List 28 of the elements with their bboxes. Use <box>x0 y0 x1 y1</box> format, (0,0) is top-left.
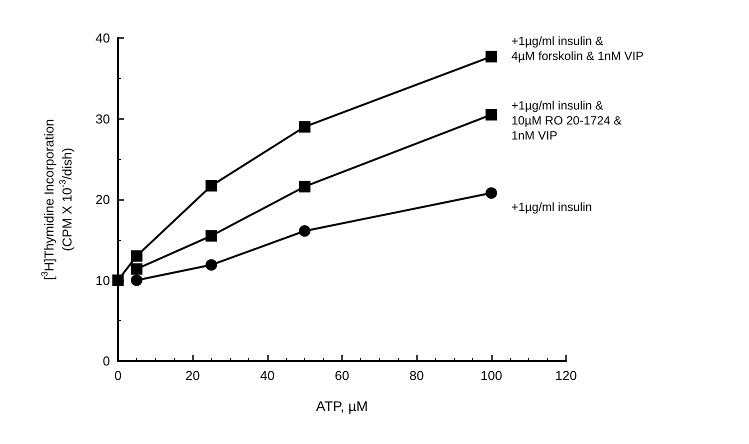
series-label: +1µg/ml insulin <box>511 200 592 214</box>
x-axis-title: ATP, µM <box>316 398 368 414</box>
x-tick-label: 60 <box>334 368 350 383</box>
point <box>130 274 142 286</box>
point <box>486 108 498 120</box>
x-tick-label: 40 <box>260 368 275 383</box>
point <box>130 263 142 275</box>
point <box>130 250 142 262</box>
y-tick-label: 10 <box>96 272 110 288</box>
point <box>298 121 310 133</box>
series-label: +1µg/ml insulin & 10µM RO 20-1724 & 1nM VIP <box>511 98 622 143</box>
y-tick-label: 0 <box>102 354 110 368</box>
y-tick-label: 40 <box>96 30 110 46</box>
point <box>298 225 310 237</box>
point <box>486 187 498 199</box>
series-label: +1µg/ml insulin & 4µM forskolin & 1nM VIP <box>511 34 644 64</box>
x-tick-label: 120 <box>555 368 577 383</box>
y-tick-label: 20 <box>96 192 110 207</box>
point <box>486 50 498 62</box>
x-tick-label: 0 <box>114 368 122 383</box>
y-tick-label: 30 <box>96 111 110 126</box>
point <box>206 230 218 242</box>
x-tick-label: 20 <box>185 368 200 383</box>
point <box>206 259 218 271</box>
point <box>298 180 310 192</box>
x-tick-label: 100 <box>480 368 502 383</box>
point <box>206 180 218 192</box>
x-tick-label: 80 <box>409 368 424 383</box>
